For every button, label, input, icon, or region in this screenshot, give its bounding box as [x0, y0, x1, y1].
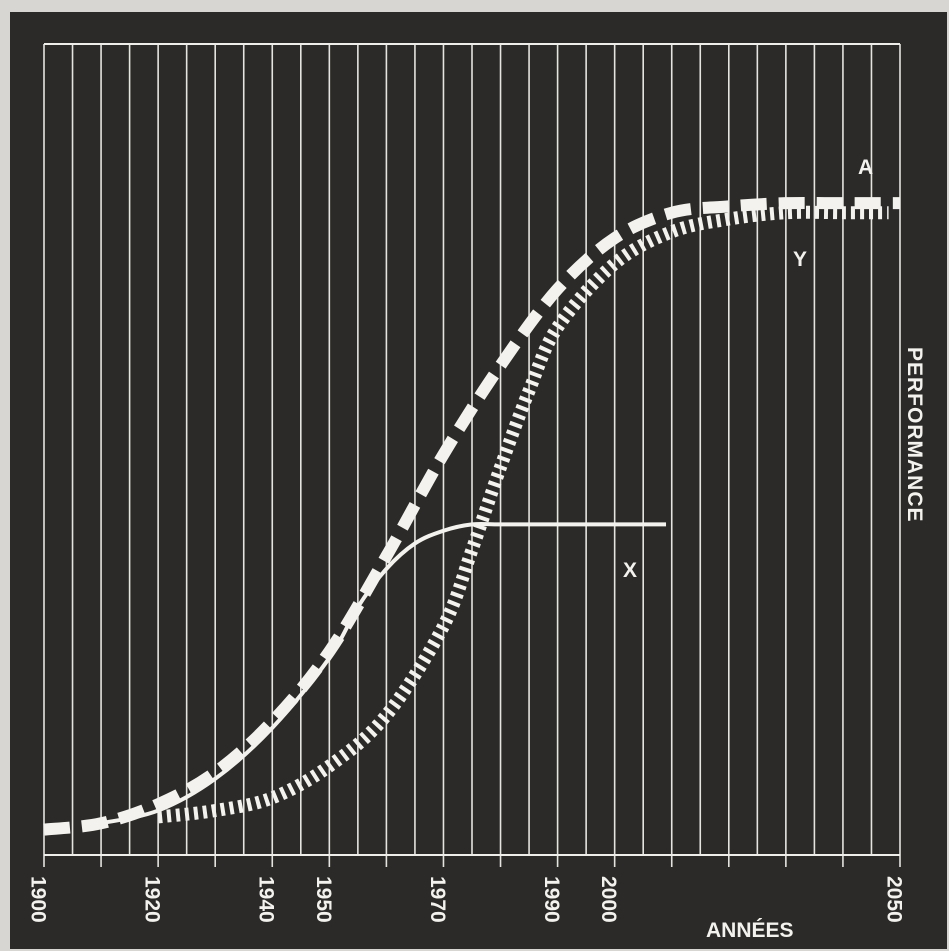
x-tick-label-1940: 1940: [255, 876, 278, 923]
x-axis-title: ANNÉES: [706, 919, 794, 942]
series-label-a: A: [858, 156, 873, 179]
y-axis-title: PERFORMANCE: [903, 347, 926, 523]
x-tick-label-2000: 2000: [597, 876, 620, 923]
series-label-x: X: [623, 559, 637, 582]
series-label-y: Y: [793, 248, 807, 271]
series-y-line: [157, 205, 889, 824]
x-tick-label-1970: 1970: [426, 876, 449, 923]
x-tick-label-1920: 1920: [141, 876, 164, 923]
series-x-line: [100, 521, 667, 826]
x-tick-label-1950: 1950: [312, 876, 335, 923]
x-tick-label-2050: 2050: [882, 876, 905, 923]
labels-layer: 1900 1920 1940 1950 1970 1990 2000 2050 ANNÉES PE…: [26, 156, 926, 942]
x-tick-label-1990: 1990: [540, 876, 563, 923]
x-tick-label-1900: 1900: [26, 876, 49, 923]
series-layer: [43, 196, 900, 836]
series-a-line: [43, 196, 900, 836]
chart-panel: [10, 12, 947, 949]
grid-lines: [43, 43, 901, 867]
